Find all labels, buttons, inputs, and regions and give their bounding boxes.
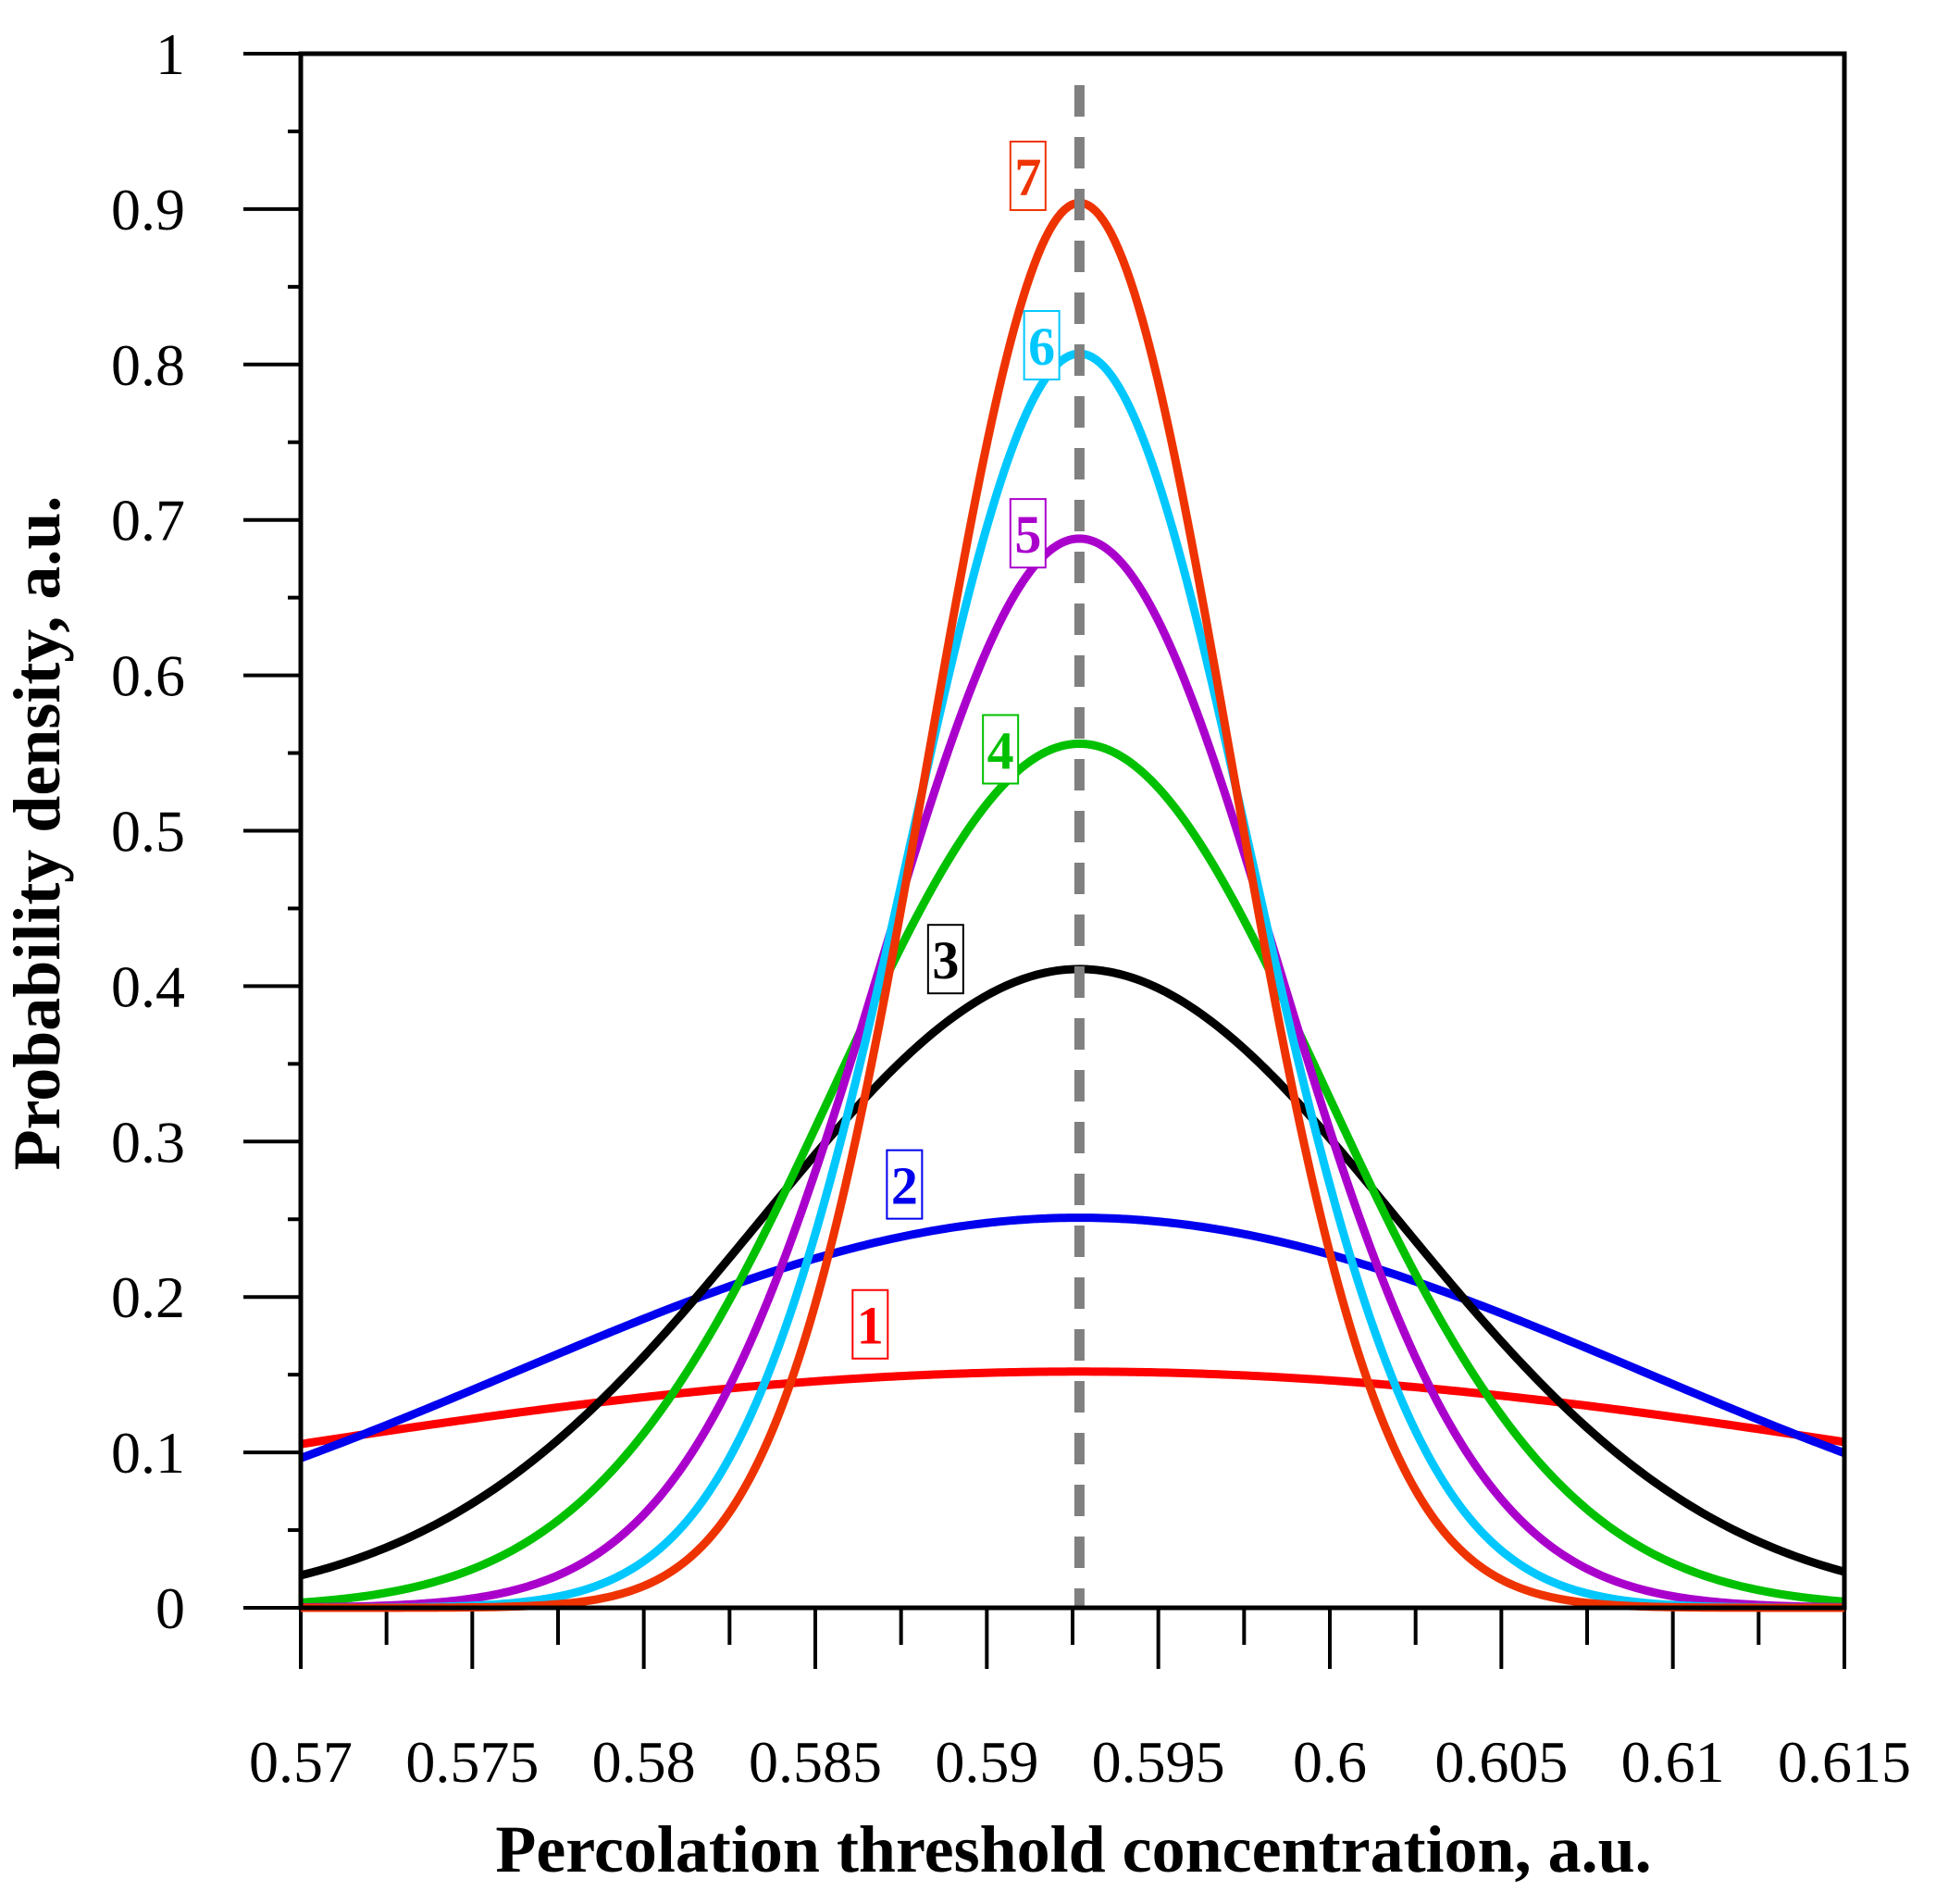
curve-label-7: 7	[1009, 140, 1047, 211]
curve-labels: 1 2 3 4 5 6 7	[851, 140, 1061, 1360]
curve-label-6: 6	[1023, 309, 1061, 380]
curve-label-text: 2	[891, 1156, 918, 1216]
series-line-2	[299, 1213, 1846, 1462]
curve-label-box	[851, 1288, 889, 1360]
x-tick-label: 0.575	[405, 1729, 539, 1795]
y-tick-label: 0.6	[111, 643, 185, 709]
series-layer	[299, 198, 1846, 1612]
y-tick-label: 0.5	[111, 799, 185, 865]
curve-label-box	[926, 924, 964, 995]
series-line-5	[300, 534, 1845, 1612]
x-tick-label: 0.57	[249, 1729, 353, 1795]
series-line-7	[300, 198, 1845, 1612]
x-tick-label: 0.6	[1293, 1729, 1367, 1795]
plot-frame	[298, 51, 1847, 1611]
x-tick-label: 0.595	[1092, 1729, 1225, 1795]
curve-label-box	[982, 714, 1020, 785]
curve-label-1: 1	[851, 1288, 889, 1360]
curve-label-text: 4	[987, 721, 1014, 781]
curve-label-4: 4	[982, 714, 1020, 785]
curve-label-2: 2	[886, 1149, 924, 1220]
x-tick-label: 0.61	[1621, 1729, 1725, 1795]
tick-labels: 0 0.1 0.2 0.3 0.4 0.5 0.6 0.7 0.8 0.9 1 0.57 0.575 0.…	[111, 21, 1911, 1795]
curve-label-text: 5	[1014, 504, 1041, 565]
curve-label-text: 6	[1028, 317, 1055, 377]
y-tick-label: 0.7	[111, 488, 185, 554]
x-tick-label: 0.605	[1434, 1729, 1568, 1795]
curve-label-text: 1	[857, 1296, 884, 1356]
y-axis-title: Probability density, a.u.	[0, 496, 74, 1171]
y-tick-label: 0.2	[111, 1264, 185, 1330]
y-tick-label: 0.9	[111, 177, 185, 243]
x-tick-label: 0.585	[749, 1729, 882, 1795]
y-tick-label: 0	[155, 1575, 185, 1641]
y-tick-label: 0.3	[111, 1109, 185, 1175]
curve-label-5: 5	[1009, 498, 1047, 569]
series-line-3	[299, 964, 1846, 1580]
y-tick-label: 1	[155, 21, 185, 87]
curve-label-3: 3	[926, 924, 964, 995]
y-tick-label: 0.4	[111, 953, 185, 1019]
curve-label-text: 3	[932, 930, 959, 990]
y-tick-label: 0.8	[111, 332, 185, 398]
x-tick-label: 0.615	[1778, 1729, 1911, 1795]
series-line-6	[300, 349, 1845, 1612]
curve-label-box	[1023, 309, 1061, 380]
x-tick-label: 0.59	[935, 1729, 1038, 1795]
series-line-4	[300, 739, 1845, 1607]
curve-label-box	[886, 1149, 924, 1220]
curve-label-box	[1009, 140, 1047, 211]
x-axis-title: Percolation threshold concentration, a.u…	[495, 1812, 1651, 1886]
series-line-1	[300, 1367, 1845, 1449]
curve-label-box	[1009, 498, 1047, 569]
curve-label-text: 7	[1014, 147, 1041, 207]
x-tick-label: 0.58	[592, 1729, 696, 1795]
y-tick-label: 0.1	[111, 1420, 185, 1486]
